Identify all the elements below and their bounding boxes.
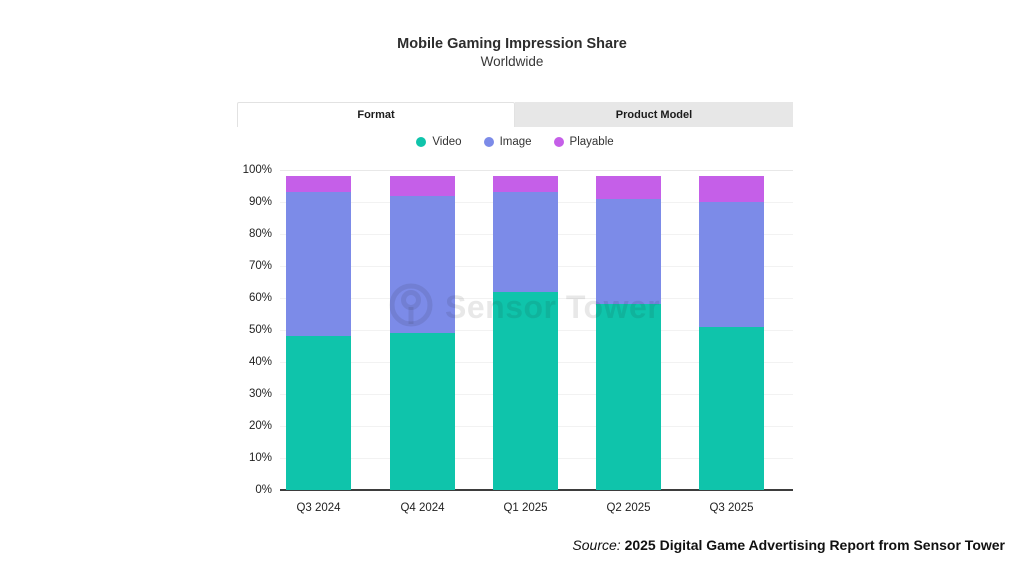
tab-bar: Format Product Model [237, 102, 793, 127]
legend-label: Image [499, 136, 532, 148]
bar-segment-image[interactable] [286, 192, 351, 337]
y-tick-label-60: 60% [248, 292, 272, 304]
y-tick-label-80: 80% [248, 228, 272, 240]
bar-segment-video[interactable] [596, 304, 661, 490]
y-tick-label-90: 90% [248, 196, 272, 208]
y-tick-label-10: 10% [248, 452, 272, 464]
gridline-100 [280, 170, 793, 171]
y-tick-label-100: 100% [242, 164, 272, 176]
x-tick-label: Q3 2025 [709, 502, 754, 514]
x-tick-label: Q1 2025 [503, 502, 548, 514]
y-tick-label-20: 20% [248, 420, 272, 432]
legend-item-image[interactable]: Image [483, 136, 532, 148]
bar-segment-video[interactable] [493, 291, 558, 490]
legend-item-video[interactable]: Video [416, 136, 462, 148]
bar-segment-playable[interactable] [390, 176, 455, 196]
legend-swatch-video [416, 137, 427, 147]
bar-segment-playable[interactable] [699, 176, 764, 203]
x-axis-line [280, 489, 793, 491]
chart-title: Mobile Gaming Impression Share [397, 36, 627, 52]
y-tick-label-30: 30% [248, 388, 272, 400]
x-tick-label: Q3 2024 [296, 502, 341, 514]
legend: Video Image Playable [237, 136, 793, 148]
bar-segment-video[interactable] [390, 333, 455, 490]
tab-format[interactable]: Format [237, 102, 515, 127]
plot-area: 0% 10% 20% 30% 40% 50% 60% 70% 80% 90% 100% Q3 2024… [243, 164, 793, 514]
bar-segment-playable[interactable] [286, 176, 351, 193]
bar-segment-video[interactable] [286, 336, 351, 490]
x-tick-label: Q4 2024 [400, 502, 445, 514]
source-prefix: Source: [572, 537, 621, 553]
bar-q3-2025 [699, 176, 764, 490]
legend-item-playable[interactable]: Playable [553, 136, 614, 148]
x-tick-label: Q2 2025 [606, 502, 651, 514]
y-tick-label-50: 50% [248, 324, 272, 336]
y-tick-label-40: 40% [248, 356, 272, 368]
bar-segment-image[interactable] [493, 192, 558, 292]
bar-segment-playable[interactable] [596, 176, 661, 199]
bar-q4-2024 [390, 176, 455, 490]
source-text: 2025 Digital Game Advertising Report fro… [624, 537, 1005, 553]
legend-swatch-playable [553, 137, 564, 147]
source-line: Source: 2025 Digital Game Advertising Re… [572, 537, 1005, 553]
legend-label: Playable [569, 136, 614, 148]
bar-q1-2025 [493, 176, 558, 490]
y-tick-label-0: 0% [255, 484, 272, 496]
bar-segment-image[interactable] [596, 198, 661, 305]
bar-segment-playable[interactable] [493, 176, 558, 193]
legend-swatch-image [483, 137, 494, 147]
legend-label: Video [432, 136, 462, 148]
y-tick-label-70: 70% [248, 260, 272, 272]
bar-q3-2024 [286, 176, 351, 490]
bar-segment-image[interactable] [699, 202, 764, 327]
chart-subtitle: Worldwide [480, 54, 544, 69]
bar-segment-video[interactable] [699, 326, 764, 490]
bar-segment-image[interactable] [390, 195, 455, 334]
bar-q2-2025 [596, 176, 661, 490]
tab-product-model[interactable]: Product Model [515, 102, 793, 127]
